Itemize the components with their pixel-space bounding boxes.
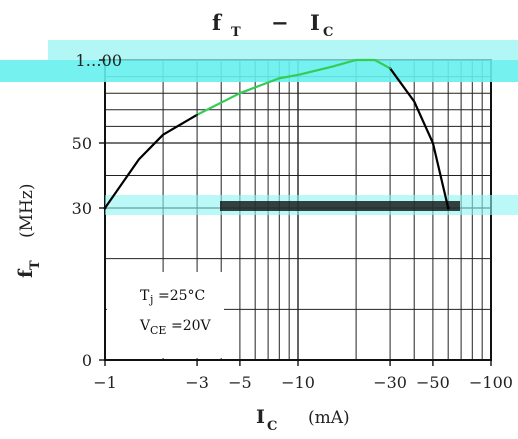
y-axis-label-unit: (MHz) [17,184,37,238]
data-point [196,113,198,116]
top-highlight-band [0,60,518,82]
y-tick-label: 30 [72,199,92,218]
series-line-left [103,113,199,210]
data-point [389,67,391,70]
y-axis-label-sub: T [28,260,43,270]
series-layer [103,58,450,210]
x-axis-label-main: I [256,406,265,428]
chart-title-second: I [310,10,320,35]
x-tick-label: −5 [228,373,252,392]
data-point [331,65,333,68]
data-point [432,142,434,144]
y-tick-label: 1…00 [75,51,122,70]
x-axis-label-sub: C [267,419,277,434]
data-point [446,206,450,210]
series-line-right [388,67,450,210]
chart-title-separator: − [271,10,289,35]
x-tick-label: −100 [469,373,513,392]
annotation-vce-main: V [139,318,151,334]
data-point [239,92,241,95]
x-tick-label: −3 [185,373,209,392]
data-point [297,74,299,76]
data-point [138,158,140,161]
data-point [278,77,281,80]
data-point [162,133,164,136]
annotation-tj-rest: =25°C [158,288,205,304]
annotation-vce-rest: =20V [171,318,212,334]
series-line-peak [195,58,392,116]
x-tick-label: −10 [281,373,315,392]
y-axis-ticks: 0 30 50 1…00 [72,51,122,370]
data-point [355,59,357,61]
top-highlight-band-2 [48,40,518,60]
y-axis-label-main: f [15,268,37,278]
x-tick-label: −1 [93,373,117,392]
x-axis-ticks: −1 −3 −5 −10 −30 −50 −100 [93,360,513,392]
middle-scan-artifact [220,201,460,211]
x-tick-label: −50 [416,373,450,392]
chart-title-second-sub: C [323,25,333,40]
chart-title-main: f [212,10,223,35]
data-point [373,59,376,61]
annotation-tj-sub: j [148,293,153,306]
annotation-tj-main: T [140,288,150,304]
annotation-background [107,272,224,358]
data-point [413,100,416,103]
annotation-vce-sub: CE [150,324,166,337]
x-axis-label-unit: (mA) [308,408,350,428]
y-tick-label: 50 [72,134,92,153]
y-tick-label: 0 [82,351,92,370]
chart-title-main-sub: T [231,25,241,40]
x-tick-label: −30 [373,373,407,392]
